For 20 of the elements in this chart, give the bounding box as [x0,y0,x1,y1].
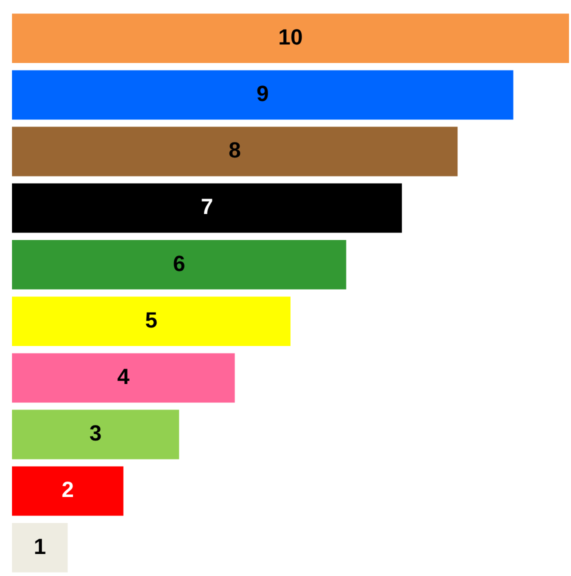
bar [12,14,569,64]
data-label: 10 [278,24,303,50]
data-label: 4 [117,364,130,389]
bar [12,353,235,403]
data-label: 7 [200,194,214,220]
data-label: 2 [62,477,74,502]
bar [12,70,514,120]
data-label: 3 [89,420,102,446]
bar [12,296,290,346]
data-label: 8 [228,138,241,163]
bar [12,410,180,460]
bar [12,240,346,290]
bar [12,126,458,176]
bar [12,466,124,516]
bar [12,183,402,233]
bar [12,522,68,572]
data-label: 5 [145,307,158,332]
data-label: 1 [34,534,46,559]
data-label: 9 [256,80,269,106]
data-label: 6 [172,250,186,276]
